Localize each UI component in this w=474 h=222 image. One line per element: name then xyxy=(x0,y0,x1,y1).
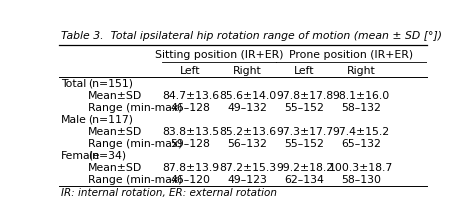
Text: 55–152: 55–152 xyxy=(284,103,324,113)
Text: 49–132: 49–132 xyxy=(228,103,267,113)
Text: 46–120: 46–120 xyxy=(171,174,210,184)
Text: Left: Left xyxy=(294,66,315,76)
Text: Right: Right xyxy=(347,66,376,76)
Text: 84.7±13.6: 84.7±13.6 xyxy=(162,91,219,101)
Text: Left: Left xyxy=(180,66,201,76)
Text: 97.8±17.8: 97.8±17.8 xyxy=(276,91,333,101)
Text: 49–123: 49–123 xyxy=(228,174,267,184)
Text: 100.3±18.7: 100.3±18.7 xyxy=(329,163,393,172)
Text: 97.3±17.7: 97.3±17.7 xyxy=(276,127,333,137)
Text: Range (min-max): Range (min-max) xyxy=(88,103,183,113)
Text: Mean±SD: Mean±SD xyxy=(88,163,143,172)
Text: 59–128: 59–128 xyxy=(171,139,210,149)
Text: 99.2±18.2: 99.2±18.2 xyxy=(276,163,333,172)
Text: (n=34): (n=34) xyxy=(88,151,127,161)
Text: 85.2±13.6: 85.2±13.6 xyxy=(219,127,276,137)
Text: Right: Right xyxy=(233,66,262,76)
Text: 97.4±15.2: 97.4±15.2 xyxy=(333,127,390,137)
Text: 85.6±14.0: 85.6±14.0 xyxy=(219,91,276,101)
Text: Total: Total xyxy=(61,79,86,89)
Text: Range (min-max): Range (min-max) xyxy=(88,174,183,184)
Text: Range (min-max): Range (min-max) xyxy=(88,139,183,149)
Text: (n=117): (n=117) xyxy=(88,115,133,125)
Text: 56–132: 56–132 xyxy=(228,139,267,149)
Text: Sitting position (IR+ER): Sitting position (IR+ER) xyxy=(155,50,283,60)
Text: 87.2±15.3: 87.2±15.3 xyxy=(219,163,276,172)
Text: Table 3.  Total ipsilateral hip rotation range of motion (mean ± SD [°]): Table 3. Total ipsilateral hip rotation … xyxy=(61,31,442,41)
Text: 87.8±13.9: 87.8±13.9 xyxy=(162,163,219,172)
Text: 83.8±13.5: 83.8±13.5 xyxy=(162,127,219,137)
Text: Male: Male xyxy=(61,115,87,125)
Text: Mean±SD: Mean±SD xyxy=(88,127,143,137)
Text: (n=151): (n=151) xyxy=(88,79,133,89)
Text: 62–134: 62–134 xyxy=(284,174,324,184)
Text: Prone position (IR+ER): Prone position (IR+ER) xyxy=(289,50,413,60)
Text: 65–132: 65–132 xyxy=(341,139,381,149)
Text: 58–132: 58–132 xyxy=(341,103,381,113)
Text: 46–128: 46–128 xyxy=(171,103,210,113)
Text: Female: Female xyxy=(61,151,100,161)
Text: Mean±SD: Mean±SD xyxy=(88,91,143,101)
Text: 98.1±16.0: 98.1±16.0 xyxy=(333,91,390,101)
Text: 55–152: 55–152 xyxy=(284,139,324,149)
Text: 58–130: 58–130 xyxy=(341,174,382,184)
Text: IR: internal rotation, ER: external rotation: IR: internal rotation, ER: external rota… xyxy=(61,188,277,198)
